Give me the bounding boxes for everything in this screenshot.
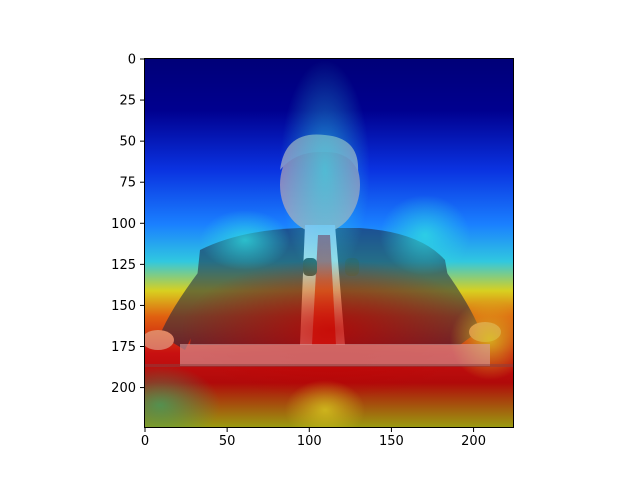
y-tick-label: 200: [111, 381, 136, 396]
heat-yellow-bottom-center: [285, 380, 365, 427]
left-hand: [145, 330, 174, 350]
y-tick-label: 125: [111, 258, 136, 273]
y-tick-label: 50: [119, 135, 136, 150]
podium-top: [180, 344, 490, 366]
y-tick-label: 25: [119, 94, 136, 109]
x-tick-label: 150: [379, 434, 404, 449]
heat-cyan-left: [200, 210, 290, 270]
heat-green-bottom-left: [145, 365, 220, 427]
x-tick-label: 200: [461, 434, 486, 449]
x-tick-label: 50: [219, 434, 236, 449]
y-tick-label: 0: [128, 53, 136, 68]
x-tick-label: 0: [141, 434, 149, 449]
left-arm: [160, 270, 210, 350]
y-axis: 0 25 50 75 100 125 150 175 200: [111, 53, 145, 396]
axes-frame: [144, 58, 514, 428]
heat-cyan-right: [380, 195, 470, 275]
heat-hotspot-center: [180, 260, 480, 400]
y-tick-label: 75: [119, 176, 136, 191]
x-tick-label: 100: [297, 434, 322, 449]
x-axis: 0 50 100 150 200: [141, 427, 486, 449]
heatmap-image: [145, 59, 513, 427]
y-tick-label: 175: [111, 340, 136, 355]
podium-edge: [145, 364, 513, 367]
heat-cyan-face: [280, 60, 370, 280]
heat-yellow-right: [450, 300, 513, 380]
y-tick-label: 100: [111, 217, 136, 232]
y-tick-label: 150: [111, 299, 136, 314]
